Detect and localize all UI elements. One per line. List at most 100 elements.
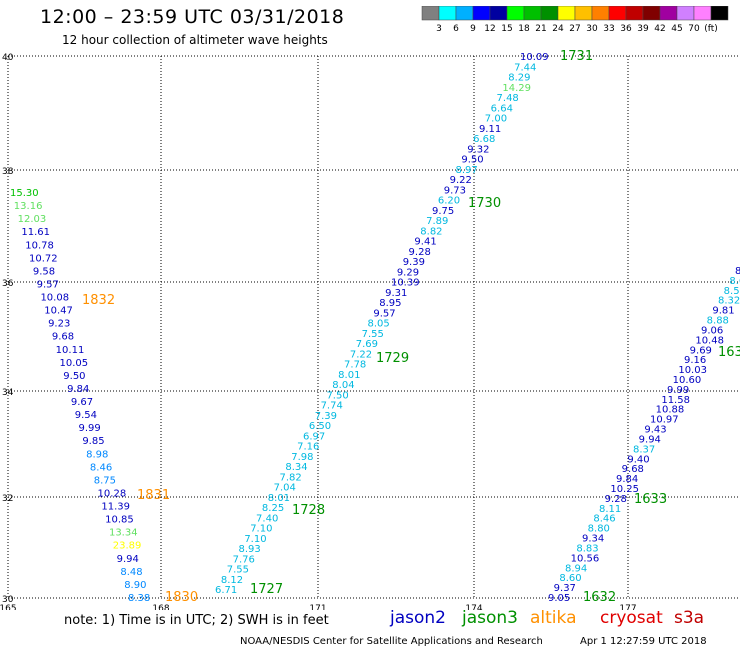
swh-value-track-b: 7.76 bbox=[233, 554, 255, 565]
swh-value-track-b: 7.82 bbox=[280, 472, 302, 483]
swh-value-track-c: 8.80 bbox=[588, 524, 610, 535]
swh-value-track-a: 9.54 bbox=[75, 410, 97, 421]
swh-value-track-b: 7.22 bbox=[350, 349, 372, 360]
swh-value-track-a: 9.23 bbox=[48, 319, 70, 330]
swh-value-track-c: 10.60 bbox=[673, 375, 702, 386]
swh-value-track-a: 8.38 bbox=[128, 593, 150, 604]
swh-value-track-a: 8.90 bbox=[124, 580, 146, 591]
swh-value-track-a: 9.58 bbox=[33, 266, 55, 277]
swh-value-track-c: 8.88 bbox=[707, 316, 729, 327]
swh-value-track-b: 7.69 bbox=[356, 339, 378, 350]
swh-value-track-a: 23.89 bbox=[113, 541, 142, 552]
swh-value-track-b: 9.41 bbox=[414, 237, 436, 248]
longitude-label: 177 bbox=[619, 604, 636, 610]
latitude-label: 32 bbox=[2, 494, 13, 504]
scale-label: 12 bbox=[484, 24, 495, 34]
swh-value-track-b: 7.74 bbox=[321, 401, 343, 412]
swh-value-track-a: 9.94 bbox=[117, 554, 139, 565]
pass-time-label: 1830 bbox=[165, 590, 198, 605]
legend-jason2: jason2 bbox=[390, 608, 446, 628]
scale-label: 21 bbox=[535, 24, 546, 34]
swh-value-track-b: 7.16 bbox=[297, 442, 319, 453]
pass-time-label: 1731 bbox=[560, 49, 593, 64]
swh-value-track-a: 12.03 bbox=[18, 214, 47, 225]
swh-value-track-c: 8.83 bbox=[576, 543, 598, 554]
swh-value-track-a: 10.08 bbox=[40, 293, 69, 304]
scale-label: 27 bbox=[569, 24, 580, 34]
swh-value-track-b: 8.04 bbox=[332, 380, 354, 391]
swh-value-track-b: 7.98 bbox=[291, 452, 313, 463]
swh-value-track-b: 6.50 bbox=[309, 421, 331, 432]
scale-label: 36 bbox=[620, 24, 632, 34]
swh-value-track-c: 10.25 bbox=[610, 484, 639, 495]
swh-value-track-b: 6.71 bbox=[215, 585, 237, 596]
scale-label: 45 bbox=[671, 24, 682, 34]
pass-time-label: 1632 bbox=[583, 590, 616, 605]
swh-value-track-a: 10.05 bbox=[59, 358, 88, 369]
swh-value-track-b: 7.04 bbox=[274, 483, 296, 494]
swh-value-track-b: 8.29 bbox=[508, 73, 530, 84]
latitude-label: 34 bbox=[2, 388, 14, 398]
latitude-label: 30 bbox=[2, 595, 14, 605]
swh-value-track-c: 8.11 bbox=[599, 504, 621, 515]
pass-time-label: 163 bbox=[718, 345, 740, 360]
swh-value-track-c: 9.34 bbox=[582, 534, 604, 545]
swh-value-track-c: 9.99 bbox=[667, 385, 689, 396]
swh-value-track-a: 13.16 bbox=[14, 201, 43, 212]
swh-value-track-a: 9.68 bbox=[52, 332, 74, 343]
swh-value-track-b: 9.57 bbox=[373, 308, 395, 319]
swh-value-track-c: 9.28 bbox=[605, 494, 627, 505]
swh-value-track-b: 7.00 bbox=[485, 114, 507, 125]
scale-label: (ft) bbox=[704, 24, 718, 34]
swh-value-track-b: 7.89 bbox=[426, 216, 448, 227]
credit-line: NOAA/NESDIS Center for Satellite Applica… bbox=[240, 636, 543, 647]
legend-altika: altika bbox=[530, 608, 577, 628]
swh-value-track-a: 8.46 bbox=[90, 462, 112, 473]
scale-label: 30 bbox=[586, 24, 598, 34]
swh-value-track-c: 8.6 bbox=[729, 276, 740, 287]
swh-value-track-c: 9.68 bbox=[622, 464, 644, 475]
swh-value-track-b: 10.39 bbox=[391, 278, 420, 289]
swh-value-track-b: 9.50 bbox=[461, 155, 483, 166]
swh-value-track-c: 8.94 bbox=[565, 563, 587, 574]
scale-label: 70 bbox=[688, 24, 700, 34]
swh-value-track-a: 9.50 bbox=[63, 371, 85, 382]
swh-value-track-b: 7.39 bbox=[315, 411, 337, 422]
swh-value-track-b: 9.32 bbox=[467, 144, 489, 155]
swh-value-track-a: 8.48 bbox=[120, 567, 142, 578]
swh-value-track-b: 8.82 bbox=[420, 226, 442, 237]
swh-value-track-c: 8.32 bbox=[718, 296, 740, 307]
swh-value-track-a: 10.11 bbox=[56, 345, 85, 356]
pass-time-label: 1633 bbox=[634, 492, 667, 507]
generated-timestamp: Apr 1 12:27:59 UTC 2018 bbox=[580, 636, 707, 647]
swh-value-track-b: 7.55 bbox=[227, 565, 249, 576]
longitude-label: 168 bbox=[152, 604, 169, 610]
swh-value-track-a: 10.85 bbox=[105, 515, 134, 526]
swh-value-track-c: 8. bbox=[735, 266, 740, 277]
scale-label: 39 bbox=[637, 24, 649, 34]
swh-value-track-a: 9.67 bbox=[71, 397, 93, 408]
swh-value-track-b: 7.10 bbox=[244, 534, 266, 545]
swh-value-track-c: 8.37 bbox=[633, 444, 655, 455]
map-subtitle: 12 hour collection of altimeter wave hei… bbox=[62, 33, 328, 47]
swh-value-track-c: 9.37 bbox=[554, 583, 576, 594]
swh-value-track-b: 6.64 bbox=[491, 103, 513, 114]
wave-height-map: 165 168 171 174 177 40 38 36 34 32 30 15.30 13.16 12.… bbox=[0, 49, 740, 610]
pass-time-label: 1728 bbox=[292, 503, 325, 518]
swh-value-track-b: 8.12 bbox=[221, 575, 243, 586]
scale-label: 6 bbox=[453, 24, 459, 34]
pass-time-label: 1730 bbox=[468, 196, 501, 211]
swh-value-track-c: 10.03 bbox=[678, 365, 707, 376]
swh-value-track-b: 8.01 bbox=[268, 493, 290, 504]
swh-value-track-b: 7.50 bbox=[326, 390, 348, 401]
swh-value-track-b: 7.40 bbox=[256, 513, 278, 524]
swh-value-track-a: 15.30 bbox=[10, 188, 39, 199]
color-scale-legend: 3 6 9 12 15 18 21 24 27 30 33 36 39 42 45 70 (ft) bbox=[421, 6, 729, 34]
swh-value-track-c: 9.40 bbox=[627, 454, 649, 465]
swh-value-track-b: 7.55 bbox=[362, 329, 384, 340]
swh-value-track-b: 8.34 bbox=[285, 462, 307, 473]
swh-value-track-b: 9.22 bbox=[450, 175, 472, 186]
longitude-label: 165 bbox=[0, 604, 17, 610]
swh-value-track-b: 6.20 bbox=[438, 196, 460, 207]
swh-value-track-a: 10.28 bbox=[98, 488, 127, 499]
